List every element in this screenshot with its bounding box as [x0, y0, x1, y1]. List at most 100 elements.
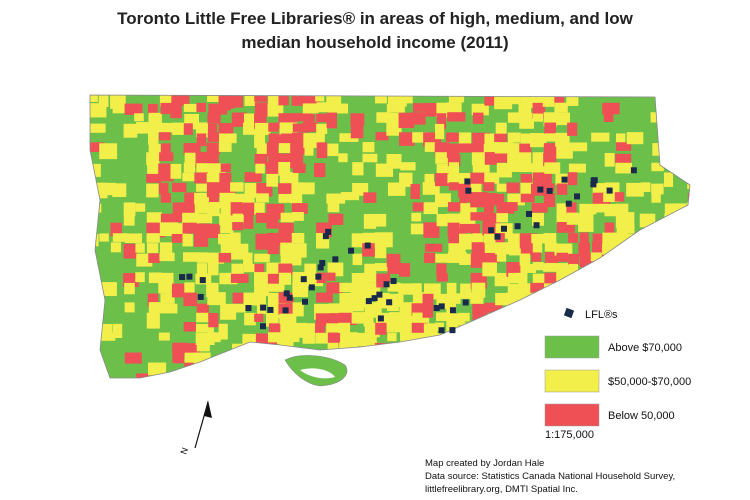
tract	[219, 372, 238, 378]
tract	[134, 113, 144, 122]
tract	[495, 122, 507, 139]
tract	[567, 172, 578, 186]
library-marker	[245, 305, 252, 312]
tract	[182, 233, 193, 247]
tract	[352, 253, 363, 266]
tract	[688, 292, 690, 309]
tract	[148, 143, 161, 155]
tract	[327, 202, 340, 213]
tract	[664, 213, 678, 228]
tract	[615, 282, 627, 292]
tract	[220, 163, 231, 172]
library-marker	[438, 303, 445, 310]
tract	[530, 292, 540, 306]
tract	[507, 193, 525, 206]
tract	[495, 312, 514, 328]
tract	[651, 242, 663, 254]
library-marker	[449, 307, 456, 314]
tract	[219, 102, 231, 111]
tract	[494, 323, 513, 334]
tract	[411, 283, 422, 295]
tract	[338, 153, 348, 163]
tract	[494, 333, 506, 345]
tract	[352, 162, 364, 176]
tract	[328, 313, 348, 326]
library-marker	[464, 178, 471, 185]
tract	[568, 163, 586, 173]
tract	[423, 342, 440, 357]
library-marker	[199, 277, 206, 284]
tract	[386, 323, 404, 333]
tract	[520, 263, 537, 274]
tract	[363, 312, 374, 327]
tract	[532, 152, 546, 166]
tract	[242, 333, 259, 345]
tract	[686, 273, 690, 287]
tract	[470, 292, 484, 304]
tract	[412, 132, 429, 143]
library-marker	[537, 186, 544, 193]
tract	[460, 383, 479, 398]
tract	[520, 372, 539, 378]
tract	[447, 252, 467, 263]
tract	[98, 95, 109, 108]
tract	[112, 233, 128, 242]
library-marker	[591, 177, 598, 184]
tract	[291, 203, 308, 214]
tract	[172, 122, 186, 135]
tract	[218, 133, 237, 144]
tract	[90, 312, 103, 322]
tract	[412, 202, 431, 212]
tract	[148, 103, 158, 115]
tract	[579, 273, 592, 289]
tract	[604, 323, 621, 338]
tract	[243, 213, 254, 229]
tract	[626, 132, 644, 145]
tract	[554, 243, 573, 256]
tract	[508, 333, 524, 348]
tract	[218, 233, 231, 245]
tract	[266, 382, 281, 397]
tract	[328, 213, 344, 226]
tract	[196, 312, 210, 323]
tract	[376, 112, 390, 123]
tract	[123, 213, 135, 226]
tract	[123, 243, 138, 259]
tract	[232, 303, 246, 313]
tract	[208, 103, 228, 115]
tract	[410, 353, 429, 368]
tract	[292, 253, 302, 266]
library-marker	[197, 293, 204, 300]
tract	[458, 132, 472, 146]
tract	[604, 263, 619, 273]
tract	[544, 242, 558, 252]
tract	[124, 302, 135, 313]
tract	[435, 253, 452, 263]
tract	[291, 132, 310, 143]
tract	[291, 232, 305, 244]
tract	[423, 323, 438, 336]
tract	[170, 163, 182, 179]
tract	[364, 263, 377, 278]
tract	[434, 363, 453, 377]
tract	[291, 192, 303, 205]
tract	[506, 182, 520, 194]
tract	[99, 143, 118, 160]
tract	[340, 352, 354, 362]
library-marker	[300, 276, 307, 283]
tract	[182, 202, 196, 214]
tract	[568, 233, 579, 243]
tract	[423, 222, 440, 238]
library-marker	[260, 323, 267, 330]
tract	[232, 292, 249, 304]
tract	[363, 213, 377, 229]
tract	[135, 272, 145, 283]
tract	[508, 95, 521, 105]
tract	[483, 182, 495, 192]
tract	[98, 332, 116, 341]
tract	[183, 322, 196, 332]
tract	[388, 342, 407, 358]
tract	[674, 322, 690, 338]
tract	[112, 102, 125, 114]
tract	[471, 384, 488, 397]
